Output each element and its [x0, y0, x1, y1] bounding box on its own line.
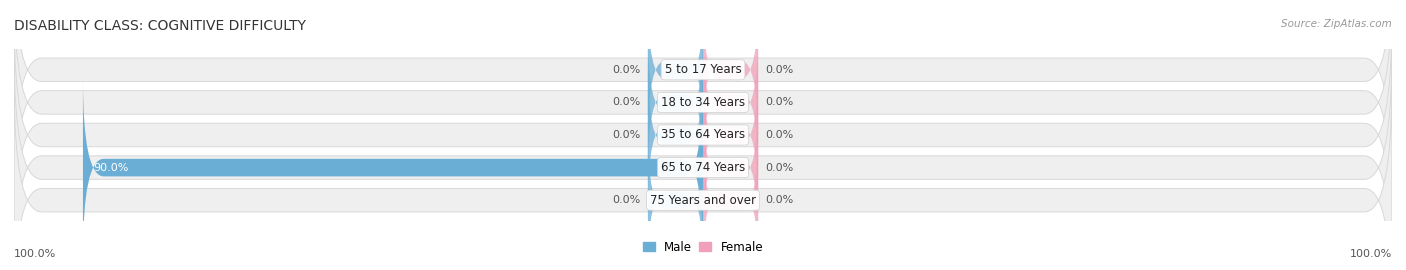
FancyBboxPatch shape: [703, 62, 758, 208]
FancyBboxPatch shape: [648, 30, 703, 175]
FancyBboxPatch shape: [648, 0, 703, 143]
Text: 90.0%: 90.0%: [93, 163, 129, 173]
FancyBboxPatch shape: [703, 0, 758, 143]
Text: 0.0%: 0.0%: [765, 163, 793, 173]
Text: 100.0%: 100.0%: [1350, 249, 1392, 259]
Text: DISABILITY CLASS: COGNITIVE DIFFICULTY: DISABILITY CLASS: COGNITIVE DIFFICULTY: [14, 19, 307, 33]
FancyBboxPatch shape: [703, 30, 758, 175]
FancyBboxPatch shape: [14, 82, 1392, 270]
FancyBboxPatch shape: [703, 127, 758, 270]
Text: Source: ZipAtlas.com: Source: ZipAtlas.com: [1281, 19, 1392, 29]
Text: 0.0%: 0.0%: [613, 97, 641, 107]
Text: 75 Years and over: 75 Years and over: [650, 194, 756, 207]
Text: 35 to 64 Years: 35 to 64 Years: [661, 129, 745, 141]
Text: 0.0%: 0.0%: [765, 195, 793, 205]
FancyBboxPatch shape: [14, 0, 1392, 221]
Text: 0.0%: 0.0%: [765, 130, 793, 140]
Text: 0.0%: 0.0%: [613, 195, 641, 205]
Text: 65 to 74 Years: 65 to 74 Years: [661, 161, 745, 174]
FancyBboxPatch shape: [83, 79, 703, 256]
FancyBboxPatch shape: [648, 62, 703, 208]
Text: 0.0%: 0.0%: [765, 65, 793, 75]
Text: 18 to 34 Years: 18 to 34 Years: [661, 96, 745, 109]
Text: 100.0%: 100.0%: [14, 249, 56, 259]
Text: 0.0%: 0.0%: [613, 65, 641, 75]
Legend: Male, Female: Male, Female: [643, 241, 763, 254]
Text: 0.0%: 0.0%: [765, 97, 793, 107]
FancyBboxPatch shape: [648, 127, 703, 270]
FancyBboxPatch shape: [14, 49, 1392, 270]
FancyBboxPatch shape: [14, 0, 1392, 188]
Text: 0.0%: 0.0%: [613, 130, 641, 140]
FancyBboxPatch shape: [14, 16, 1392, 254]
Text: 5 to 17 Years: 5 to 17 Years: [665, 63, 741, 76]
FancyBboxPatch shape: [703, 95, 758, 240]
